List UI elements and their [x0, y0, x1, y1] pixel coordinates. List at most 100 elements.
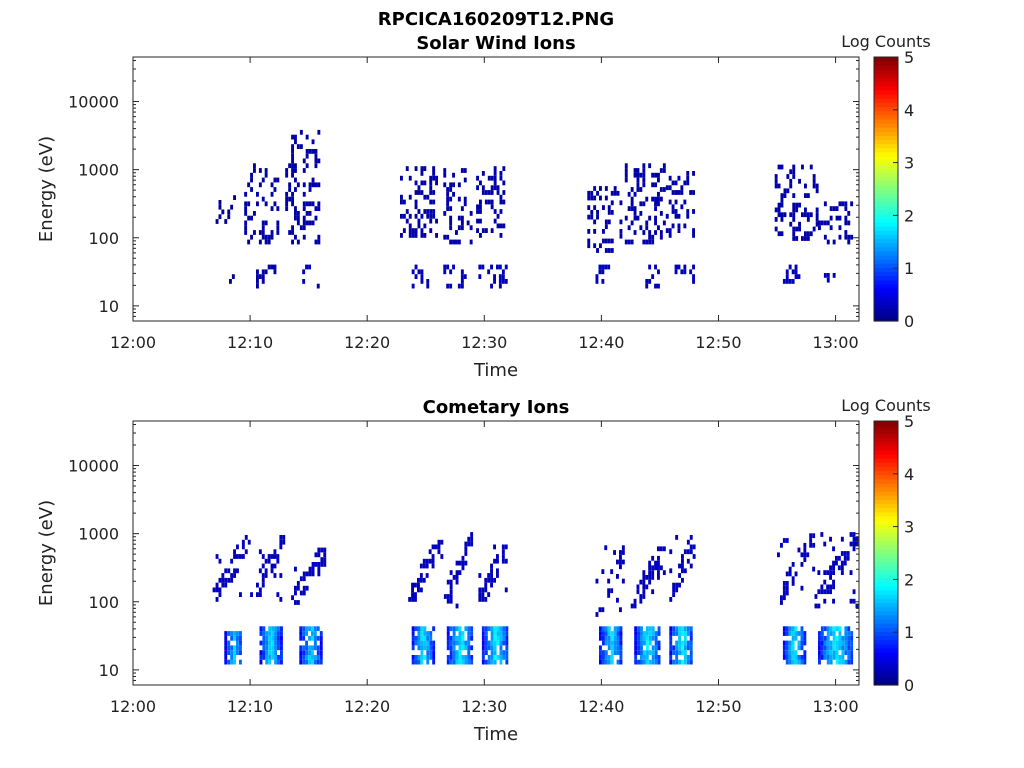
heatmap-cell [850, 201, 854, 207]
heatmap-cell [319, 645, 323, 651]
heatmap-cell [470, 655, 474, 660]
heatmap-cell [414, 659, 418, 665]
heatmap-cell [264, 239, 268, 245]
heatmap-cell [610, 631, 614, 636]
heatmap-cell [669, 640, 673, 646]
heatmap-cell [678, 573, 681, 578]
heatmap-cell [677, 223, 681, 229]
heatmap-cell [780, 595, 783, 601]
heatmap-cell [832, 584, 835, 590]
heatmap-cell [446, 196, 450, 202]
heatmap-cell [294, 134, 297, 140]
heatmap-cell [826, 659, 830, 665]
heatmap-cell [277, 645, 280, 651]
colorbar-swatch [874, 106, 898, 112]
heatmap-cell [504, 264, 508, 270]
heatmap-cell [672, 582, 676, 588]
heatmap-cell [826, 589, 830, 595]
heatmap-cell [288, 182, 292, 188]
heatmap-cell [493, 659, 497, 665]
heatmap-cell [800, 562, 804, 567]
heatmap-cell [637, 645, 640, 651]
heatmap-cell [452, 264, 455, 270]
heatmap-cell [596, 190, 599, 196]
heatmap-cell [261, 196, 265, 202]
heatmap-cell [405, 166, 409, 171]
heatmap-cell [414, 582, 417, 588]
heatmap-cell [674, 180, 678, 186]
heatmap-cell [478, 274, 482, 279]
heatmap-cell [476, 185, 479, 191]
heatmap-cell [291, 172, 294, 178]
heatmap-cell [212, 587, 216, 593]
heatmap-cell [613, 186, 617, 191]
heatmap-cell [317, 129, 321, 135]
heatmap-cell [467, 541, 471, 547]
heatmap-cell [675, 582, 679, 588]
colorbar-swatch [874, 639, 898, 645]
heatmap-cell [613, 631, 617, 636]
heatmap-cell [800, 640, 804, 646]
heatmap-cell [280, 640, 283, 646]
heatmap-cell [668, 199, 672, 205]
heatmap-cell [264, 573, 268, 578]
heatmap-cell [633, 211, 637, 216]
heatmap-cell [852, 598, 856, 604]
heatmap-cell [423, 635, 427, 641]
heatmap-cell [844, 234, 848, 240]
heatmap-cell [305, 149, 309, 154]
heatmap-cell [423, 233, 427, 238]
heatmap-cell [230, 655, 234, 660]
heatmap-cell [464, 551, 468, 556]
colorbar-swatch [874, 180, 898, 186]
heatmap-cell [244, 535, 248, 540]
heatmap-cell [780, 202, 784, 208]
heatmap-cell [417, 185, 421, 191]
heatmap-cell [446, 635, 450, 641]
colorbar-tick-label: 1 [904, 259, 914, 278]
heatmap-cell [294, 211, 297, 216]
heatmap-cell [308, 566, 312, 572]
heatmap-cell [814, 603, 818, 609]
heatmap-cell [481, 635, 485, 641]
heatmap-cell [812, 174, 816, 179]
heatmap-cell [669, 645, 673, 651]
heatmap-cell [261, 554, 265, 559]
heatmap-cell [224, 219, 228, 224]
heatmap-cell [841, 645, 845, 651]
heatmap-cell [829, 645, 833, 651]
heatmap-cell [296, 220, 300, 226]
heatmap-cell [587, 205, 591, 210]
heatmap-cell [429, 175, 433, 181]
heatmap-cell [490, 175, 494, 181]
heatmap-cell [261, 230, 265, 235]
colorbar-swatch [874, 478, 898, 484]
heatmap-cell [484, 228, 488, 233]
heatmap-cell [595, 274, 599, 279]
heatmap-cell [498, 283, 502, 289]
heatmap-cell [627, 191, 631, 197]
heatmap-cell [414, 626, 418, 632]
heatmap-cell [782, 631, 786, 636]
heatmap-cell [276, 220, 280, 226]
heatmap-cell [777, 202, 781, 208]
heatmap-cell [215, 582, 219, 588]
heatmap-cell [829, 659, 833, 665]
colorbar-swatch [874, 263, 898, 268]
colorbar-tick-label: 5 [904, 412, 914, 431]
heatmap-cell [493, 645, 497, 651]
heatmap-cell [487, 659, 491, 665]
heatmap-cell [481, 228, 485, 233]
heatmap-cell [645, 631, 649, 636]
heatmap-cell [829, 206, 833, 211]
heatmap-cell [636, 187, 640, 192]
heatmap-cell [432, 199, 436, 205]
heatmap-cell [689, 549, 693, 555]
x-tick-label: 12:30 [461, 697, 507, 716]
heatmap-cell [291, 201, 294, 207]
heatmap-cell [274, 631, 277, 636]
colorbar-swatch [874, 77, 898, 83]
heatmap-cell [420, 279, 424, 284]
heatmap-cell [634, 655, 638, 660]
heatmap-cell [493, 279, 496, 284]
